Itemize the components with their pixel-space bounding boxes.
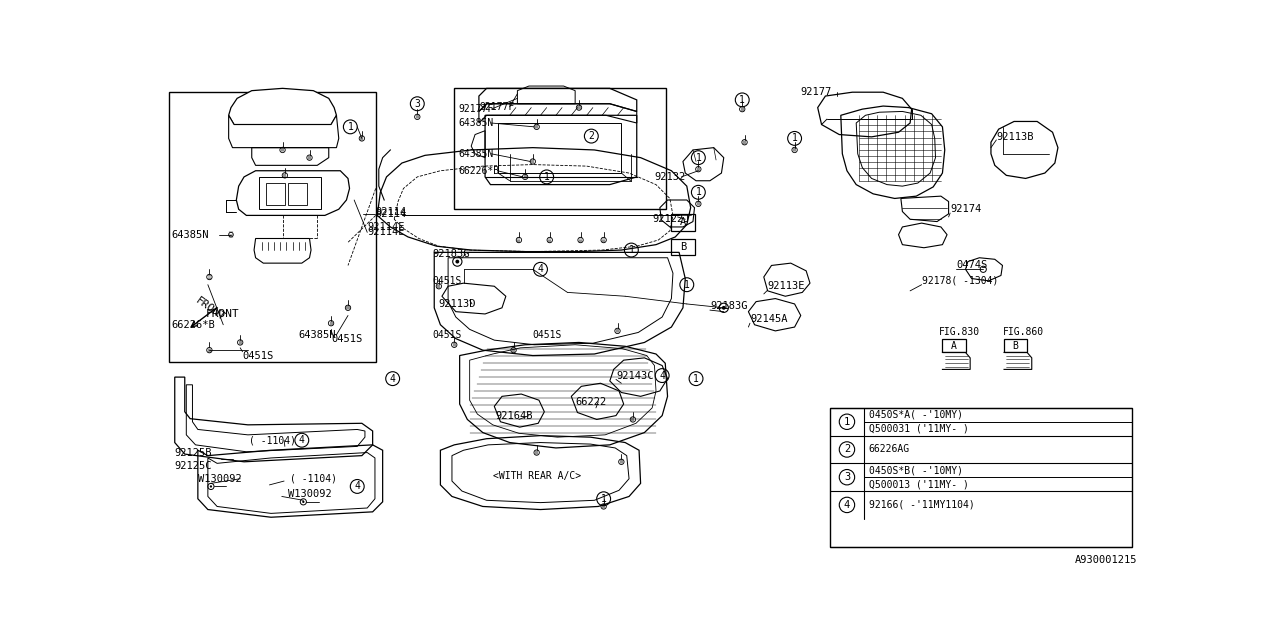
Bar bbox=[672, 239, 695, 255]
Text: 92122J: 92122J bbox=[652, 214, 690, 224]
Polygon shape bbox=[229, 88, 337, 125]
Text: 1: 1 bbox=[844, 417, 850, 427]
Text: 92177F: 92177F bbox=[458, 104, 493, 114]
Text: 92183G: 92183G bbox=[710, 301, 748, 311]
Text: 0451S: 0451S bbox=[433, 276, 462, 286]
Text: 92113E: 92113E bbox=[768, 281, 805, 291]
Text: 4: 4 bbox=[538, 264, 544, 275]
Text: 3: 3 bbox=[844, 472, 850, 482]
Text: 0451S: 0451S bbox=[532, 330, 562, 340]
Polygon shape bbox=[229, 115, 339, 148]
Text: 4: 4 bbox=[355, 481, 360, 492]
Text: 1: 1 bbox=[791, 133, 797, 143]
Text: 0451S: 0451S bbox=[332, 333, 362, 344]
Text: 4: 4 bbox=[389, 374, 396, 383]
Text: ( -1104): ( -1104) bbox=[250, 435, 297, 445]
Text: 92164B: 92164B bbox=[495, 411, 534, 420]
Bar bbox=[672, 214, 695, 231]
Text: 92178( -1304): 92178( -1304) bbox=[922, 276, 998, 286]
Text: FIG.830: FIG.830 bbox=[940, 328, 980, 337]
Bar bbox=[829, 408, 1132, 547]
Text: ( -1104): ( -1104) bbox=[291, 474, 337, 484]
Text: 92174: 92174 bbox=[950, 204, 982, 214]
Text: Q500013 ('11MY- ): Q500013 ('11MY- ) bbox=[869, 479, 969, 489]
Text: 92183G: 92183G bbox=[433, 249, 470, 259]
Text: FIG.860: FIG.860 bbox=[1002, 328, 1043, 337]
Text: 92145A: 92145A bbox=[750, 314, 787, 324]
Text: 1: 1 bbox=[684, 280, 690, 290]
Text: 64385N: 64385N bbox=[458, 118, 493, 128]
Text: 92114E: 92114E bbox=[367, 222, 404, 232]
Text: 66226*B: 66226*B bbox=[172, 320, 215, 330]
Bar bbox=[498, 123, 621, 173]
Bar bbox=[266, 183, 285, 205]
Text: 0451S: 0451S bbox=[242, 351, 274, 362]
Text: 92125C: 92125C bbox=[175, 461, 212, 470]
Bar bbox=[260, 177, 321, 209]
Text: 2: 2 bbox=[589, 131, 594, 141]
Text: 0450S*B( -'10MY): 0450S*B( -'10MY) bbox=[869, 465, 963, 476]
Circle shape bbox=[722, 306, 726, 310]
Text: 1: 1 bbox=[740, 95, 745, 105]
Text: Q500031 ('11MY- ): Q500031 ('11MY- ) bbox=[869, 424, 969, 434]
Text: 1: 1 bbox=[695, 188, 701, 197]
Text: 2: 2 bbox=[844, 444, 850, 454]
Text: 92177: 92177 bbox=[801, 87, 832, 97]
Bar bbox=[288, 183, 307, 205]
Bar bbox=[169, 92, 376, 362]
Text: 92114: 92114 bbox=[375, 207, 406, 216]
Text: 64385N: 64385N bbox=[298, 330, 335, 340]
Text: 1: 1 bbox=[347, 122, 353, 132]
Text: W130092: W130092 bbox=[198, 474, 242, 484]
Text: 92177F: 92177F bbox=[479, 102, 515, 112]
Text: 4: 4 bbox=[298, 435, 305, 445]
Text: 64385N: 64385N bbox=[458, 148, 493, 159]
Text: 4: 4 bbox=[844, 500, 850, 510]
Circle shape bbox=[210, 485, 212, 488]
Text: 92113B: 92113B bbox=[996, 132, 1034, 142]
Text: A: A bbox=[951, 340, 957, 351]
Text: 92114E: 92114E bbox=[367, 227, 404, 237]
Text: FRONT: FRONT bbox=[206, 309, 239, 319]
Text: 0451S: 0451S bbox=[433, 330, 462, 340]
Text: 1: 1 bbox=[600, 494, 607, 504]
Text: 0450S*A( -'10MY): 0450S*A( -'10MY) bbox=[869, 410, 963, 420]
Text: 1: 1 bbox=[695, 153, 701, 163]
Text: 66222: 66222 bbox=[575, 397, 607, 407]
Bar bbox=[1004, 339, 1027, 353]
Text: A: A bbox=[680, 218, 686, 227]
Text: 4: 4 bbox=[659, 371, 666, 381]
Text: 92166( -'11MY1104): 92166( -'11MY1104) bbox=[869, 500, 974, 510]
Text: 92113D: 92113D bbox=[439, 299, 476, 309]
Text: B: B bbox=[1012, 340, 1019, 351]
Text: A930001215: A930001215 bbox=[1075, 556, 1137, 565]
Text: 1: 1 bbox=[692, 374, 699, 383]
Text: 1: 1 bbox=[544, 172, 549, 182]
Text: B: B bbox=[680, 242, 686, 252]
Text: FRONT: FRONT bbox=[195, 296, 228, 323]
Text: 0474S: 0474S bbox=[956, 260, 988, 271]
Text: 92143C: 92143C bbox=[616, 371, 654, 381]
Bar bbox=[942, 339, 965, 353]
Text: 92114: 92114 bbox=[375, 209, 406, 219]
Text: 66226AG: 66226AG bbox=[869, 444, 910, 454]
Circle shape bbox=[456, 260, 460, 264]
Text: 64385N: 64385N bbox=[172, 230, 209, 239]
Text: W130092: W130092 bbox=[288, 489, 332, 499]
Text: 1: 1 bbox=[628, 245, 635, 255]
Bar bbox=[454, 88, 666, 209]
Text: 66226*B: 66226*B bbox=[458, 166, 499, 176]
Text: <WITH REAR A/C>: <WITH REAR A/C> bbox=[493, 470, 581, 481]
Circle shape bbox=[302, 500, 305, 503]
Text: 3: 3 bbox=[415, 99, 420, 109]
Text: 92132: 92132 bbox=[654, 172, 686, 182]
Circle shape bbox=[229, 232, 233, 237]
Text: 92125B: 92125B bbox=[175, 447, 212, 458]
